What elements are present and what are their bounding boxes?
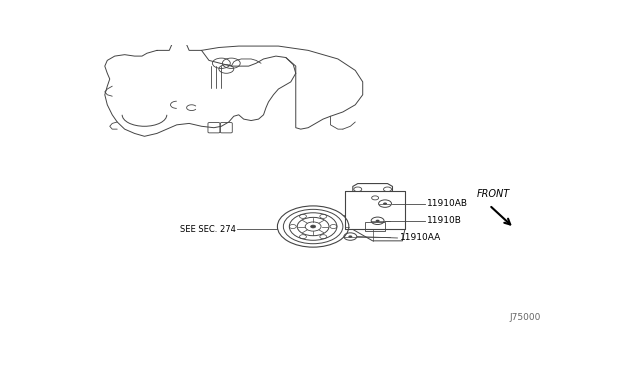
Circle shape: [348, 235, 352, 238]
Text: 11910AB: 11910AB: [428, 199, 468, 208]
Text: SEE SEC. 274: SEE SEC. 274: [180, 225, 236, 234]
Text: 11910AA: 11910AA: [400, 234, 441, 243]
Circle shape: [383, 202, 387, 205]
Circle shape: [376, 219, 380, 222]
Circle shape: [310, 225, 316, 228]
Text: FRONT: FRONT: [477, 189, 510, 199]
Text: 11910B: 11910B: [428, 216, 462, 225]
Text: J75000: J75000: [510, 314, 541, 323]
